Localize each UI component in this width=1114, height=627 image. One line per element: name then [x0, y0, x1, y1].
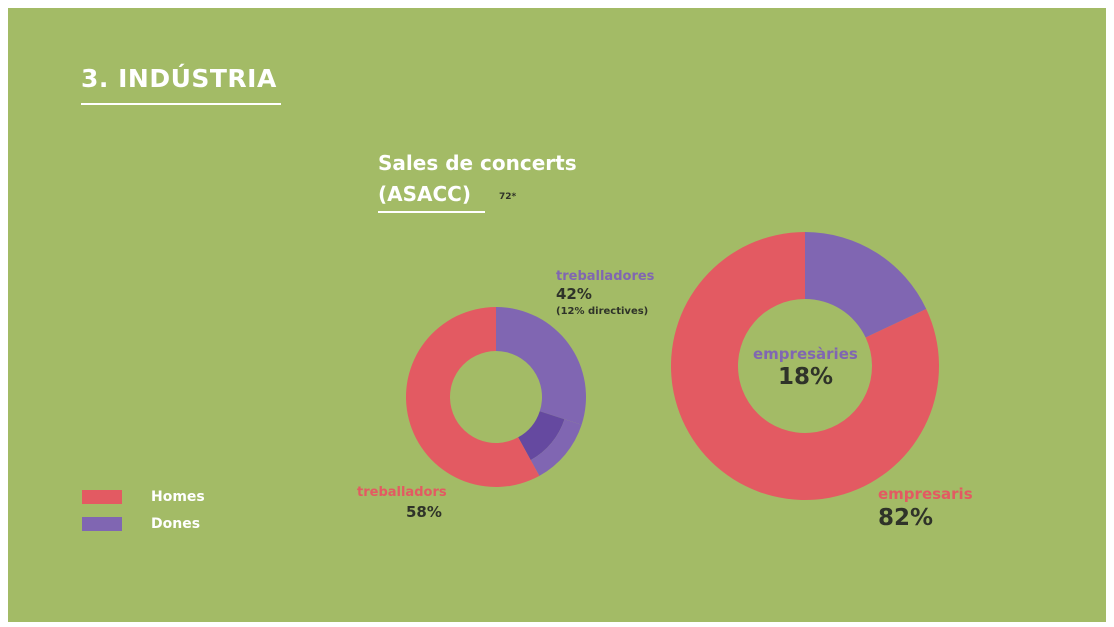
workers-slice-dones — [496, 307, 586, 425]
owners-slice-dones — [805, 232, 927, 338]
legend-swatch-dones — [82, 517, 122, 531]
value-empresaris: 82% — [878, 505, 934, 531]
donut-charts — [406, 232, 940, 500]
chart-title-line-1: Sales de concerts — [378, 151, 577, 175]
legend-label-dones: Dones — [151, 516, 201, 532]
chart-title-underline — [378, 211, 485, 213]
detail-directives: (12% directives) — [556, 306, 649, 317]
workers-slice-homes — [406, 307, 540, 487]
note-marker: 72* — [499, 192, 517, 202]
label-treballadors: treballadors — [357, 485, 447, 500]
chart-title: Sales de concerts (ASACC) — [378, 148, 577, 210]
section-title-underline — [81, 103, 281, 105]
legend-label-homes: Homes — [151, 489, 205, 505]
slide: 3. INDÚSTRIA Sales de concerts (ASACC) 7… — [8, 8, 1106, 622]
label-treballadores: treballadores — [556, 269, 655, 284]
donut-chart-workers — [406, 307, 586, 487]
section-title: 3. INDÚSTRIA — [81, 64, 277, 93]
workers-slice-dones-outer — [530, 419, 582, 476]
workers-slice-directives — [518, 411, 565, 461]
chart-title-line-2: (ASACC) — [378, 182, 471, 206]
label-empresaris: empresaris — [878, 485, 973, 503]
value-treballadors: 58% — [406, 503, 442, 521]
label-empresaries: empresàries — [753, 345, 858, 363]
value-treballadores: 42% — [556, 285, 592, 303]
owners-slice-homes — [670, 232, 940, 500]
value-empresaries: 18% — [778, 364, 834, 390]
donut-chart-owners — [670, 232, 940, 500]
legend-swatch-homes — [82, 490, 122, 504]
